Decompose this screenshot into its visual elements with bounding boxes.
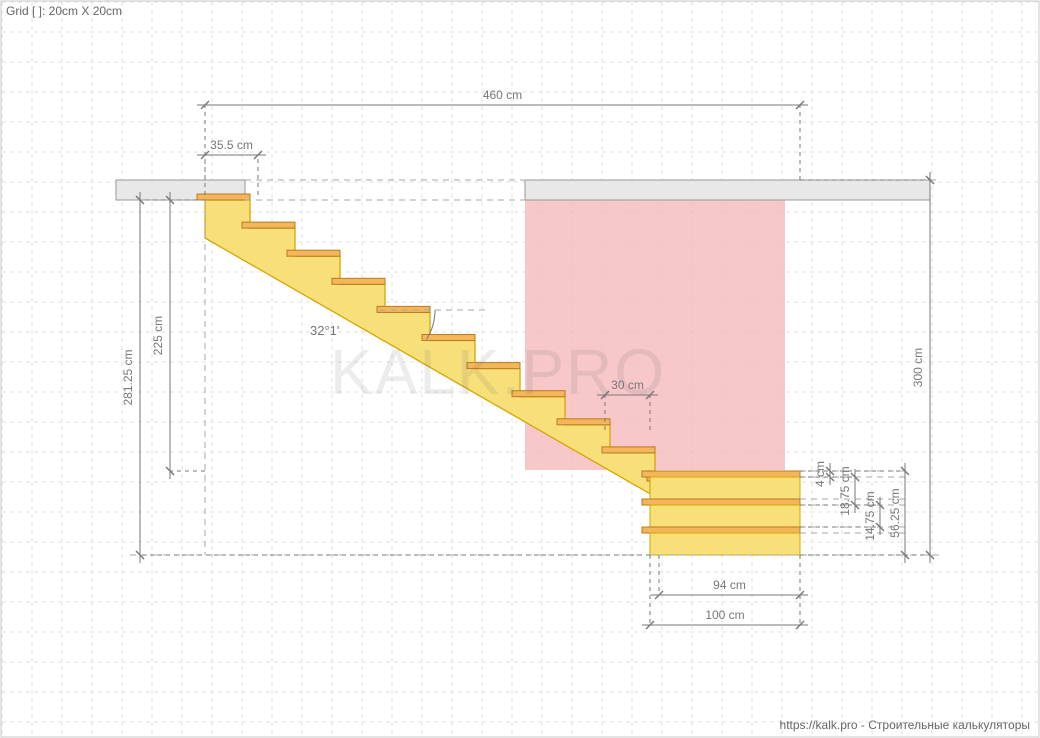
svg-text:281.25 cm: 281.25 cm xyxy=(121,349,135,405)
angle-label: 32°1' xyxy=(310,323,339,338)
svg-text:225 cm: 225 cm xyxy=(151,316,165,355)
svg-text:300 cm: 300 cm xyxy=(911,348,925,387)
svg-text:14.75 cm: 14.75 cm xyxy=(863,491,877,540)
svg-text:30 cm: 30 cm xyxy=(611,378,644,392)
dim-p_4: 4 cm xyxy=(800,461,834,487)
dim-h_225: 225 cm xyxy=(151,192,205,479)
tread xyxy=(602,447,655,453)
upper-floor-right xyxy=(525,180,930,200)
tread xyxy=(377,306,430,312)
tread xyxy=(332,278,385,284)
svg-text:100 cm: 100 cm xyxy=(705,608,744,622)
svg-text:56.25 cm: 56.25 cm xyxy=(888,488,902,537)
grid-label: Grid [ ]: 20cm X 20cm xyxy=(6,4,122,18)
tread xyxy=(242,222,295,228)
footer-text: https://kalk.pro - Строительные калькуля… xyxy=(780,718,1030,732)
svg-text:460 cm: 460 cm xyxy=(483,88,522,102)
tread xyxy=(467,363,520,369)
dim-plat_94: 94 cm xyxy=(651,555,808,599)
landing-platform xyxy=(642,471,800,555)
svg-text:35.5 cm: 35.5 cm xyxy=(210,138,253,152)
tread xyxy=(287,250,340,256)
dim-span_460: 460 cm xyxy=(197,88,808,180)
dim-plat_100: 100 cm xyxy=(642,555,808,629)
tread xyxy=(512,391,565,397)
svg-text:18.75 cm: 18.75 cm xyxy=(838,466,852,515)
tread xyxy=(422,335,475,341)
svg-text:94 cm: 94 cm xyxy=(713,578,746,592)
staircase-diagram: 32°1' 460 cm 35.5 cm 30 cm 94 cm 100 cm 281.25… xyxy=(0,0,1040,738)
svg-text:4 cm: 4 cm xyxy=(813,461,827,487)
tread xyxy=(557,419,610,425)
